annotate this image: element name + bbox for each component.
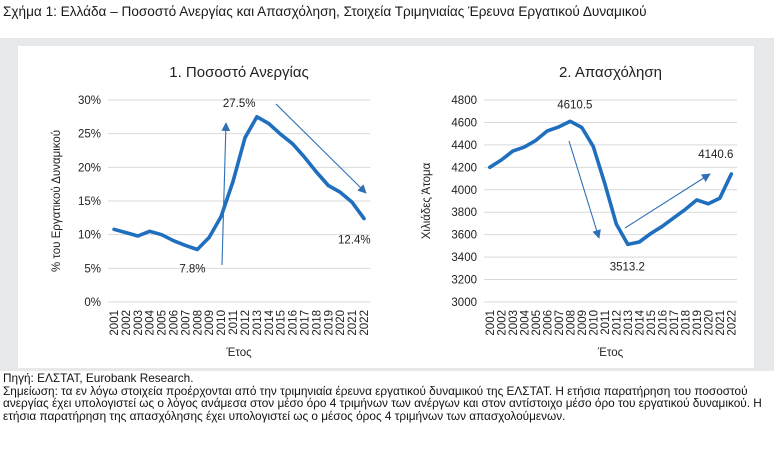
y-axis-label: Χιλιάδες Άτομα xyxy=(421,162,433,239)
trend-arrow xyxy=(568,140,601,239)
y-tick-label: 3000 xyxy=(451,297,477,309)
y-tick-label: 0% xyxy=(84,297,101,309)
y-tick-label: 3600 xyxy=(451,230,477,242)
x-tick-label: 2004 xyxy=(145,309,157,335)
x-tick-label: 2007 xyxy=(554,310,566,336)
x-tick-label: 2020 xyxy=(703,310,715,336)
y-tick-label: 3200 xyxy=(451,275,477,287)
x-tick-label: 2003 xyxy=(508,310,520,336)
x-tick-label: 2008 xyxy=(565,310,577,336)
series-line xyxy=(112,115,366,252)
x-tick-label: 2001 xyxy=(485,310,497,336)
x-tick-label: 2008 xyxy=(192,310,204,336)
x-tick-label: 2010 xyxy=(588,310,600,336)
x-tick-label: 2006 xyxy=(542,310,554,336)
data-label: 4610.5 xyxy=(557,99,592,111)
y-tick-label: 20% xyxy=(78,162,101,174)
x-axis-label: Έτος xyxy=(225,347,252,359)
figure-title: Σχήμα 1: Ελλάδα – Ποσοστό Ανεργίας και Α… xyxy=(3,4,647,19)
x-tick-label: 2015 xyxy=(276,310,288,336)
x-tick-label: 2014 xyxy=(634,309,646,335)
series-line xyxy=(488,119,734,247)
x-tick-label: 2010 xyxy=(216,310,228,336)
y-tick-label: 4800 xyxy=(451,95,477,107)
x-tick-label: 2007 xyxy=(180,310,192,336)
x-tick-label: 2002 xyxy=(496,310,508,336)
y-tick-label: 5% xyxy=(84,263,101,275)
trend-arrow xyxy=(624,173,711,229)
x-tick-label: 2015 xyxy=(646,310,658,336)
x-tick-label: 2021 xyxy=(347,310,359,336)
x-tick-label: 2016 xyxy=(657,310,669,336)
data-label: 12.4% xyxy=(338,235,371,247)
x-tick-label: 2001 xyxy=(109,310,121,336)
x-tick-label: 2006 xyxy=(169,310,181,336)
y-tick-label: 4400 xyxy=(451,140,477,152)
data-label: 4140.6 xyxy=(698,149,733,161)
x-tick-label: 2017 xyxy=(669,310,681,336)
y-tick-label: 3400 xyxy=(451,252,477,264)
y-tick-label: 3800 xyxy=(451,207,477,219)
charts-area: 1. Ποσοστό Ανεργίας 0% 5% 10% 15% 20% 25% 30% 20… xyxy=(0,38,774,371)
x-tick-label: 2004 xyxy=(519,309,531,335)
data-label: 7.8% xyxy=(179,263,205,275)
x-tick-label: 2003 xyxy=(133,310,145,336)
chart-title: 2. Απασχόληση xyxy=(559,64,662,81)
chart-title: 1. Ποσοστό Ανεργίας xyxy=(169,64,309,81)
x-tick-label: 2019 xyxy=(323,310,335,336)
x-tick-label: 2018 xyxy=(311,310,323,336)
y-tick-label: 4600 xyxy=(451,117,477,129)
y-axis-label: % του Εργατικού Δυναμικού xyxy=(51,130,63,272)
note-text: Σημείωση: τα εν λόγω στοιχεία προέρχοντα… xyxy=(3,383,762,423)
y-tick-label: 15% xyxy=(78,196,101,208)
x-tick-label: 2019 xyxy=(692,310,704,336)
trend-arrow xyxy=(221,122,231,266)
x-axis-label: Έτος xyxy=(597,347,624,359)
unemployment-chart: 1. Ποσοστό Ανεργίας 0% 5% 10% 15% 20% 25% 30% 20… xyxy=(51,64,371,359)
y-tick-label: 4200 xyxy=(451,162,477,174)
y-tick-label: 25% xyxy=(78,129,101,141)
x-tick-label: 2022 xyxy=(726,310,738,336)
x-tick-label: 2016 xyxy=(288,310,300,336)
x-tick-label: 2014 xyxy=(264,309,276,335)
footer-notes: Πηγή: ΕΛΣΤΑΤ, Eurobank Research. Σημείωσ… xyxy=(3,372,769,422)
y-tick-label: 30% xyxy=(78,95,101,107)
x-tick-label: 2011 xyxy=(600,310,612,335)
data-label: 3513.2 xyxy=(610,261,645,273)
x-tick-label: 2020 xyxy=(335,310,347,336)
x-tick-label: 2009 xyxy=(577,310,589,336)
x-tick-label: 2012 xyxy=(611,310,623,336)
x-tick-label: 2018 xyxy=(680,310,692,336)
employment-chart: 2. Απασχόληση 3000 3200 3400 3600 3800 4000 420… xyxy=(421,64,738,359)
source-text: Πηγή: ΕΛΣΤΑΤ, Eurobank Research. xyxy=(3,371,194,385)
x-tick-label: 2021 xyxy=(715,310,727,336)
unemployment-chart-panel: 1. Ποσοστό Ανεργίας 0% 5% 10% 15% 20% 25% 30% 20… xyxy=(18,46,386,368)
x-tick-label: 2013 xyxy=(623,310,635,336)
x-tick-label: 2005 xyxy=(531,310,543,336)
employment-chart-panel: 2. Απασχόληση 3000 3200 3400 3600 3800 4000 420… xyxy=(386,46,754,368)
x-tick-label: 2022 xyxy=(359,310,371,336)
x-tick-label: 2013 xyxy=(252,310,264,336)
x-tick-label: 2011 xyxy=(228,310,240,335)
x-tick-label: 2005 xyxy=(157,310,169,336)
y-tick-label: 10% xyxy=(78,230,101,242)
trend-arrow xyxy=(275,103,367,194)
x-tick-label: 2002 xyxy=(121,310,133,336)
x-tick-label: 2012 xyxy=(240,310,252,336)
data-label: 27.5% xyxy=(223,98,256,110)
x-tick-label: 2017 xyxy=(300,310,312,336)
x-tick-label: 2009 xyxy=(204,310,216,336)
y-tick-label: 4000 xyxy=(451,185,477,197)
